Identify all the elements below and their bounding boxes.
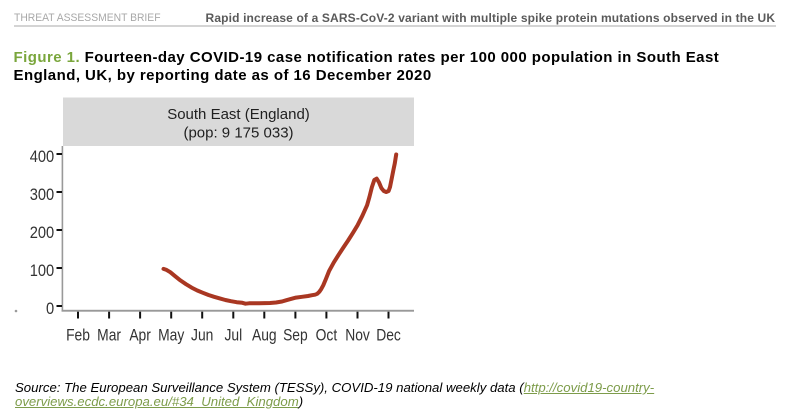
svg-text:Jun: Jun [191,326,213,344]
svg-text:Apr: Apr [129,326,151,344]
svg-text:400: 400 [30,148,55,166]
svg-text:May: May [158,326,185,344]
svg-text:South East (England): South East (England) [167,106,310,123]
svg-text:300: 300 [30,186,55,204]
svg-text:Nov: Nov [345,326,370,344]
svg-text:Mar: Mar [97,326,121,344]
svg-text:Jul: Jul [224,326,242,344]
svg-text:200: 200 [30,224,55,242]
svg-text:Sep: Sep [283,326,308,344]
svg-text:Dec: Dec [376,326,401,344]
svg-text:Oct: Oct [316,326,338,344]
svg-text:Aug: Aug [252,326,277,344]
svg-text:(pop: 9 175 033): (pop: 9 175 033) [183,125,293,142]
svg-text:0: 0 [46,300,54,318]
svg-text:100: 100 [30,262,55,280]
svg-text:Feb: Feb [66,326,90,344]
